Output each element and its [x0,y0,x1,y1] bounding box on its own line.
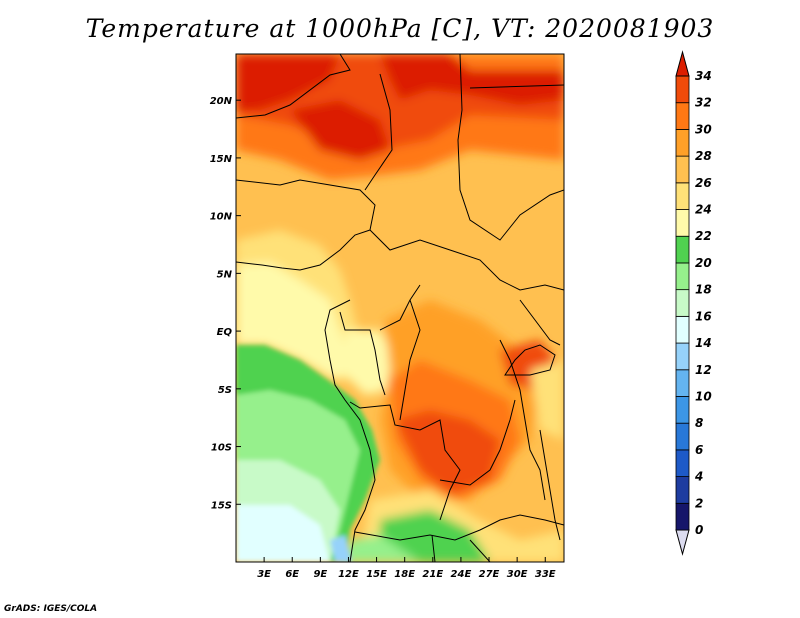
chart-title: Temperature at 1000hPa [C], VT: 20200819… [85,14,715,43]
colorbar-swatch [675,449,690,477]
colorbar-swatch [675,369,690,397]
colorbar-swatch [675,75,690,104]
x-tick-label: 24E [451,569,472,580]
country-borders [236,54,564,562]
colorbar-label: 26 [695,176,712,190]
x-tick-label: 12E [338,569,359,580]
x-tick-label: 6E [285,569,299,580]
x-tick-label: 33E [535,569,556,580]
colorbar-swatch [675,315,690,344]
colorbar-label: 20 [695,256,712,270]
colorbar-label: 6 [695,443,703,457]
y-tick-label: 15N [210,154,233,165]
colorbar-swatch [675,476,690,504]
x-tick-label: 18E [394,569,415,580]
colorbar-label: 34 [695,69,712,83]
colorbar-label: 24 [695,203,712,217]
colorbar-label: 14 [695,336,712,350]
y-tick-label: 10S [211,443,232,454]
colorbar-label: 4 [694,470,703,484]
footer-credit: GrADS: IGES/COLA [4,604,98,614]
colorbar-label: 12 [695,363,712,377]
colorbar-label: 10 [695,389,712,403]
colorbar-under-triangle [675,529,690,556]
colorbar-label: 22 [695,229,712,243]
y-tick-label: EQ [217,327,233,338]
x-tick-label: 27E [479,569,500,580]
colorbar-swatch [675,209,690,237]
colorbar-swatch [675,502,690,531]
colorbar-swatch [675,155,690,184]
x-tick-label: 3E [257,569,271,580]
y-tick-label: 20N [210,96,233,107]
colorbar-swatch [675,342,690,371]
colorbar-swatch [675,129,690,157]
colorbar-label: 8 [695,416,703,430]
colorbar-swatch [675,235,690,264]
x-tick-label: 9E [313,569,327,580]
y-axis: 20N 15N 10N 5N EQ 5S 10S 15S [210,96,241,511]
colorbar-swatch [675,422,690,451]
colorbar-swatch [675,182,690,210]
colorbar-label: 2 [695,496,703,510]
colorbar-swatch [675,102,690,130]
colorbar-swatch [675,262,690,291]
y-tick-label: 5S [218,385,232,396]
x-axis: 3E 6E 9E 12E 15E 18E 21E 24E 27E 30E 33E [257,557,556,580]
colorbar-swatch [675,396,690,424]
x-tick-label: 15E [366,569,387,580]
colorbar-label: 18 [695,283,712,297]
map-frame [235,53,565,563]
colorbar-label: 30 [695,122,712,136]
temperature-field [236,54,564,562]
colorbar-label: 32 [695,96,712,110]
y-tick-label: 15S [211,500,232,511]
colorbar-over-triangle [675,50,690,77]
colorbar-label: 28 [695,149,712,163]
colorbar-label: 0 [695,523,703,537]
x-tick-label: 30E [507,569,528,580]
colorbar-label: 16 [695,309,712,323]
y-tick-label: 5N [217,269,233,280]
x-tick-label: 21E [422,569,443,580]
y-tick-label: 10N [210,212,233,223]
colorbar-swatch [675,289,690,317]
